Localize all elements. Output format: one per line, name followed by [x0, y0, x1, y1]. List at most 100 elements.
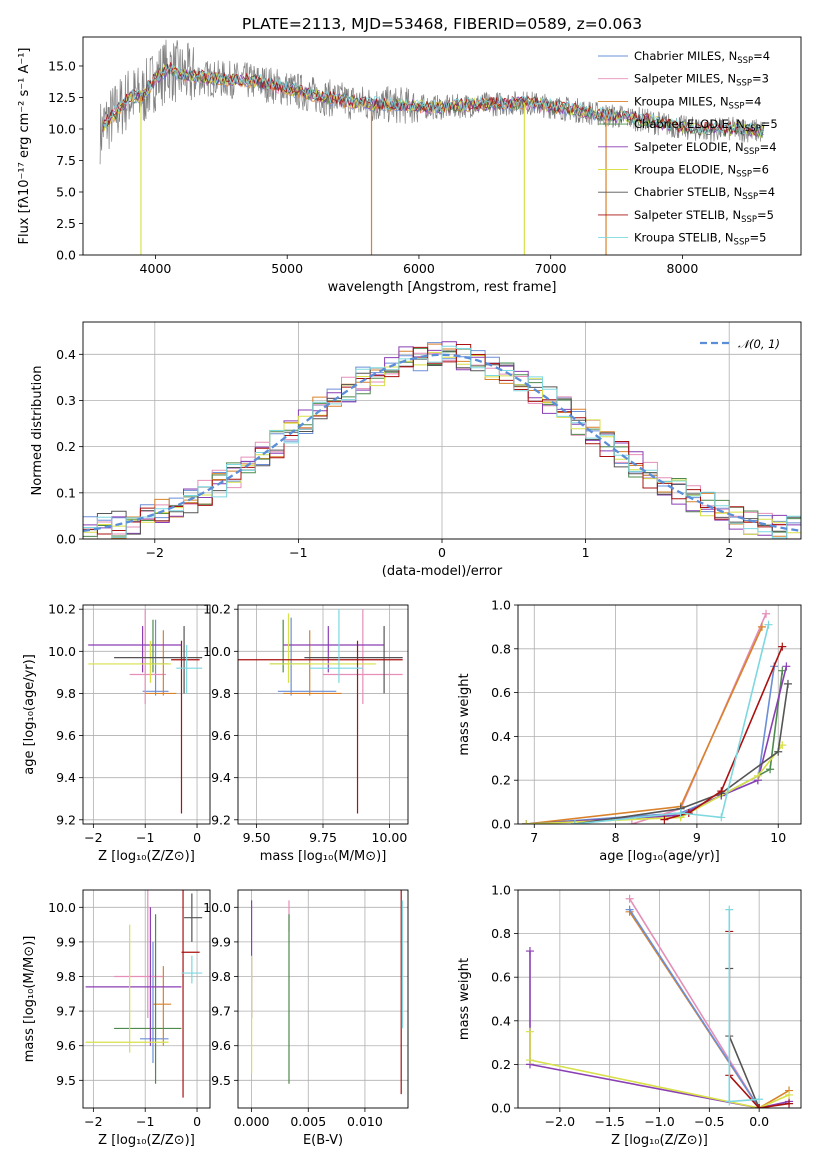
panel-mass-weight-vs-Z: −2.0 −1.5 −1.0 −0.5 0.0 0.0 0.2 0.4 0.6 0.8 1.0 Z […	[457, 883, 802, 1148]
mass-weight-line-chabrier-stelib	[728, 968, 760, 1108]
axes-frame	[517, 889, 802, 1109]
y-tick-label: 2.5	[56, 216, 76, 231]
y-tick-label: 0.4	[491, 1013, 511, 1028]
mass-weight-line-salpeter-stelib	[664, 646, 784, 821]
y-tick-label: 9.2	[211, 812, 231, 827]
legend-subscript: SSP	[729, 101, 745, 111]
panel-mass-vs-EBV: 0.000 0.005 0.010 9.5 9.6 9.7 9.8 9.9 10.0 E(B-V)	[203, 889, 409, 1148]
x-tick-label: 7000	[535, 261, 567, 276]
y-tick-label: 9.6	[211, 728, 231, 743]
data-point-marker	[725, 1097, 734, 1106]
residual-histogram-kroupa-stelib	[83, 345, 801, 539]
legend-entry: Salpeter STELIB, NSSP=5	[634, 208, 774, 225]
data-point-marker	[755, 1095, 764, 1104]
axes-frame	[82, 889, 211, 1109]
axes-frame	[82, 36, 802, 256]
x-axis-label: Z [log₁₀(Z/Z⊙)]	[98, 1133, 195, 1148]
x-tick-label: 4000	[140, 261, 172, 276]
y-tick-label: 0.0	[56, 248, 76, 263]
x-tick-label: −2	[146, 545, 164, 560]
y-tick-label: 0.0	[56, 532, 76, 547]
x-tick-label: −1	[136, 1114, 154, 1129]
y-tick-label: 10.0	[48, 644, 76, 659]
data-point-marker	[525, 1056, 534, 1065]
x-tick-label: 0.000	[234, 1114, 270, 1129]
legend-count: =6	[752, 163, 769, 177]
axes-frame	[517, 604, 802, 825]
y-tick-label: 10.0	[203, 644, 231, 659]
y-tick-label: 0.4	[56, 347, 76, 362]
plot-area-age-vs-Z	[88, 609, 203, 814]
plot-area-mass-weight-vs-Z	[525, 894, 794, 1108]
data-point-marker	[717, 813, 726, 822]
mass-weight-line-kroupa-miles	[628, 911, 790, 1108]
y-tick-label: 1.0	[491, 883, 511, 898]
y-tick-label: 0.0	[491, 1101, 511, 1116]
y-tick-label: 0.6	[491, 685, 511, 700]
data-point-marker	[717, 787, 726, 796]
y-tick-label: 9.8	[56, 686, 76, 701]
x-axis-label: mass [log₁₀(M/M⊙)]	[260, 849, 387, 864]
data-point-marker	[766, 765, 775, 774]
axes-frame	[82, 604, 211, 825]
x-tick-label: 10.00	[372, 830, 408, 845]
y-tick-label: 0.0	[491, 817, 511, 832]
mass-weight-line-salpeter-elodie	[526, 666, 788, 824]
y-axis-label: age [log₁₀(age/yr)]	[22, 654, 37, 775]
y-tick-label: 10.0	[203, 900, 231, 915]
legend-subscript: SSP	[734, 238, 750, 248]
grid-age-vs-Z	[83, 605, 210, 824]
x-axis-label: (data-model)/error	[382, 564, 503, 579]
y-tick-label: 9.8	[211, 969, 231, 984]
x-axis-label: Z [log₁₀(Z/Z⊙)]	[98, 849, 195, 864]
y-tick-label: 0.1	[56, 485, 76, 500]
data-point-marker	[625, 905, 634, 914]
residual-histogram-salpeter-stelib	[83, 344, 801, 539]
x-tick-label: −1.0	[644, 1114, 674, 1129]
panel-age-vs-mass: 9.50 9.75 10.00 9.2 9.4 9.6 9.8 10.0 10.2 mass [l…	[203, 602, 409, 864]
data-point-marker	[676, 809, 685, 818]
data-point-marker	[522, 820, 531, 824]
x-tick-label: −2	[84, 830, 102, 845]
x-tick-label: 0.005	[290, 1114, 326, 1129]
x-tick-label: 8	[612, 830, 620, 845]
x-axis-label: Z [log₁₀(Z/Z⊙)]	[611, 1133, 708, 1148]
data-point-marker	[785, 1099, 794, 1108]
y-tick-label: 15.0	[48, 58, 76, 73]
y-tick-label: 9.9	[211, 934, 231, 949]
grid-mass-weight-vs-Z	[518, 889, 801, 1109]
x-tick-label: −0.5	[694, 1114, 724, 1129]
x-tick-label: 6000	[403, 261, 435, 276]
y-tick-label: 10.0	[48, 900, 76, 915]
y-tick-label: 9.7	[56, 1004, 76, 1019]
y-tick-label: 0.8	[491, 641, 511, 656]
y-axis-label: Normed distribution	[30, 366, 45, 496]
legend-subscript: SSP	[741, 215, 757, 225]
y-tick-label: 9.6	[56, 1038, 76, 1053]
y-tick-label: 9.9	[56, 934, 76, 949]
data-point-marker	[774, 747, 783, 756]
plot-area-mass-weight-vs-age	[522, 609, 792, 824]
legend-label: Kroupa MILES, N	[634, 94, 729, 108]
legend-entry: Salpeter ELODIE, NSSP=4	[634, 140, 777, 157]
y-tick-label: 9.8	[211, 686, 231, 701]
legend-label: Kroupa STELIB, N	[634, 231, 734, 245]
plot-area-residuals	[83, 341, 801, 539]
y-tick-label: 0.3	[56, 393, 76, 408]
data-point-marker	[755, 1104, 764, 1108]
x-tick-label: 0	[438, 545, 446, 560]
y-tick-label: 0.6	[491, 970, 511, 985]
y-tick-label: 0.8	[491, 926, 511, 941]
plot-area-age-vs-mass	[238, 609, 403, 814]
legend-subscript: SSP	[745, 124, 761, 134]
y-axis-label: mass weight	[457, 673, 472, 755]
legend-subscript: SSP	[736, 79, 752, 89]
legend-count: =5	[757, 208, 774, 222]
data-point-marker	[753, 771, 762, 780]
mass-weight-line-salpeter-miles	[628, 898, 760, 1108]
y-axis-label: Flux [fλ10⁻¹⁷ erg cm⁻² s⁻¹ A⁻¹]	[17, 48, 32, 245]
x-tick-label: 9	[693, 830, 701, 845]
x-axis-label: E(B-V)	[303, 1133, 343, 1148]
y-tick-label: 12.5	[48, 90, 76, 105]
